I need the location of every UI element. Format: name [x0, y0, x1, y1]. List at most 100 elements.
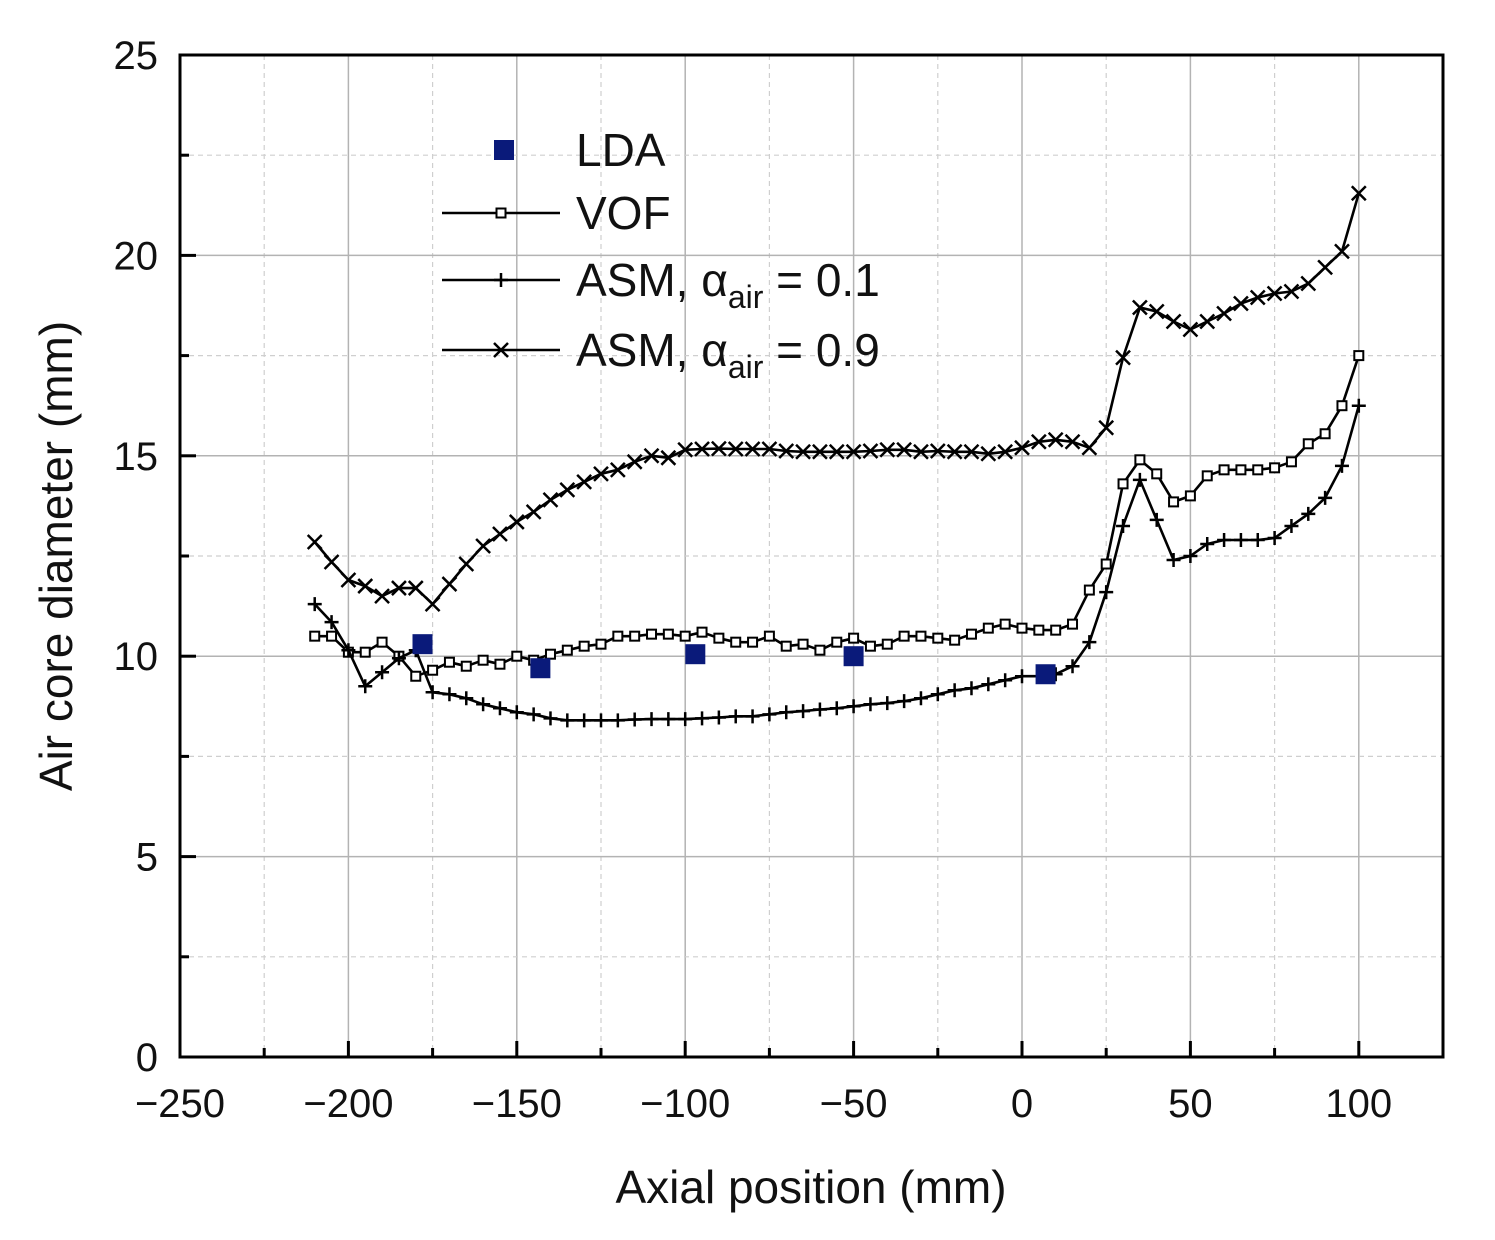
data-point [1184, 490, 1196, 502]
data-point [1100, 558, 1112, 570]
data-point [459, 691, 474, 706]
data-point [747, 636, 759, 648]
data-point [1115, 349, 1131, 366]
data-point [1016, 622, 1028, 634]
y-tick-label: 10 [114, 635, 159, 679]
data-point [1319, 428, 1331, 440]
data-point [1015, 669, 1029, 684]
data-point [1218, 464, 1230, 476]
legend-label: LDA [576, 124, 666, 176]
data-point [694, 441, 710, 457]
data-point [1165, 313, 1182, 330]
data-point [626, 453, 643, 470]
series-3 [306, 185, 1367, 612]
data-point [913, 443, 929, 460]
data-point [627, 712, 642, 727]
data-point [376, 636, 388, 648]
data-point [998, 673, 1013, 688]
data-point [780, 640, 792, 652]
legend-label: VOF [576, 187, 671, 239]
legend-item: ASM, αair = 0.1 [442, 254, 880, 315]
data-point [424, 596, 441, 612]
data-point [578, 640, 590, 652]
data-point [629, 630, 641, 642]
data-point [863, 697, 878, 712]
data-point [696, 626, 708, 638]
data-point [848, 632, 860, 644]
data-point [713, 632, 725, 644]
data-point [443, 656, 455, 668]
data-point [999, 618, 1011, 630]
y-tick-label: 5 [136, 836, 158, 880]
data-point [341, 643, 356, 658]
x-tick-label: −200 [303, 1082, 393, 1126]
data-point [660, 449, 677, 466]
data-point [965, 628, 977, 640]
data-point [812, 443, 828, 460]
data-point [929, 443, 946, 459]
data-point [477, 654, 489, 666]
legend-item: LDA [494, 124, 666, 176]
data-point [1302, 438, 1314, 450]
data-point [559, 481, 576, 498]
data-point [814, 644, 826, 656]
data-point [829, 701, 844, 716]
data-point [913, 691, 928, 706]
grid [180, 55, 1444, 1057]
data-point [576, 473, 593, 490]
y-tick-label: 0 [136, 1036, 158, 1080]
data-point [828, 443, 845, 460]
data-point [427, 664, 439, 676]
data-point [358, 679, 373, 694]
data-point [661, 712, 676, 727]
data-point [862, 443, 879, 459]
series-0 [412, 634, 1056, 685]
data-point [508, 514, 525, 530]
data-point [915, 630, 927, 642]
data-point [797, 638, 809, 650]
data-point [391, 651, 406, 666]
x-tick-label: −250 [135, 1082, 225, 1126]
data-point [1216, 305, 1232, 322]
data-point [593, 465, 609, 482]
data-point [1030, 433, 1047, 450]
data-point [845, 443, 862, 460]
data-point [1117, 478, 1129, 490]
data-point [442, 687, 457, 702]
data-point [744, 441, 761, 457]
data-point [1047, 431, 1064, 448]
data-point [1235, 464, 1247, 476]
data-point [542, 492, 559, 508]
data-point [441, 576, 458, 592]
data-point [340, 572, 357, 588]
data-point [677, 441, 694, 458]
data-point [359, 646, 371, 658]
data-point [1033, 624, 1045, 636]
data-point [561, 644, 573, 656]
data-point [897, 694, 912, 709]
data-point [980, 445, 997, 462]
data-point [594, 713, 608, 728]
data-point [412, 634, 433, 655]
data-point [1334, 458, 1349, 473]
data-point [460, 660, 472, 672]
data-point [963, 443, 980, 460]
data-point [577, 713, 592, 728]
series-1 [309, 350, 1365, 682]
data-point [846, 699, 861, 714]
data-point [1035, 664, 1056, 685]
data-point [1301, 506, 1316, 521]
data-point [1334, 243, 1350, 260]
y-tick-label: 20 [114, 234, 159, 278]
data-point [762, 707, 777, 722]
data-point [964, 681, 979, 696]
data-point [1300, 275, 1317, 292]
data-point [543, 711, 558, 726]
x-tick-label: 0 [1011, 1082, 1033, 1126]
y-tick-label: 25 [114, 34, 159, 78]
data-point [357, 578, 374, 594]
data-point [662, 628, 674, 640]
data-point [796, 704, 811, 719]
data-point [1082, 635, 1097, 650]
data-point [1132, 472, 1147, 487]
